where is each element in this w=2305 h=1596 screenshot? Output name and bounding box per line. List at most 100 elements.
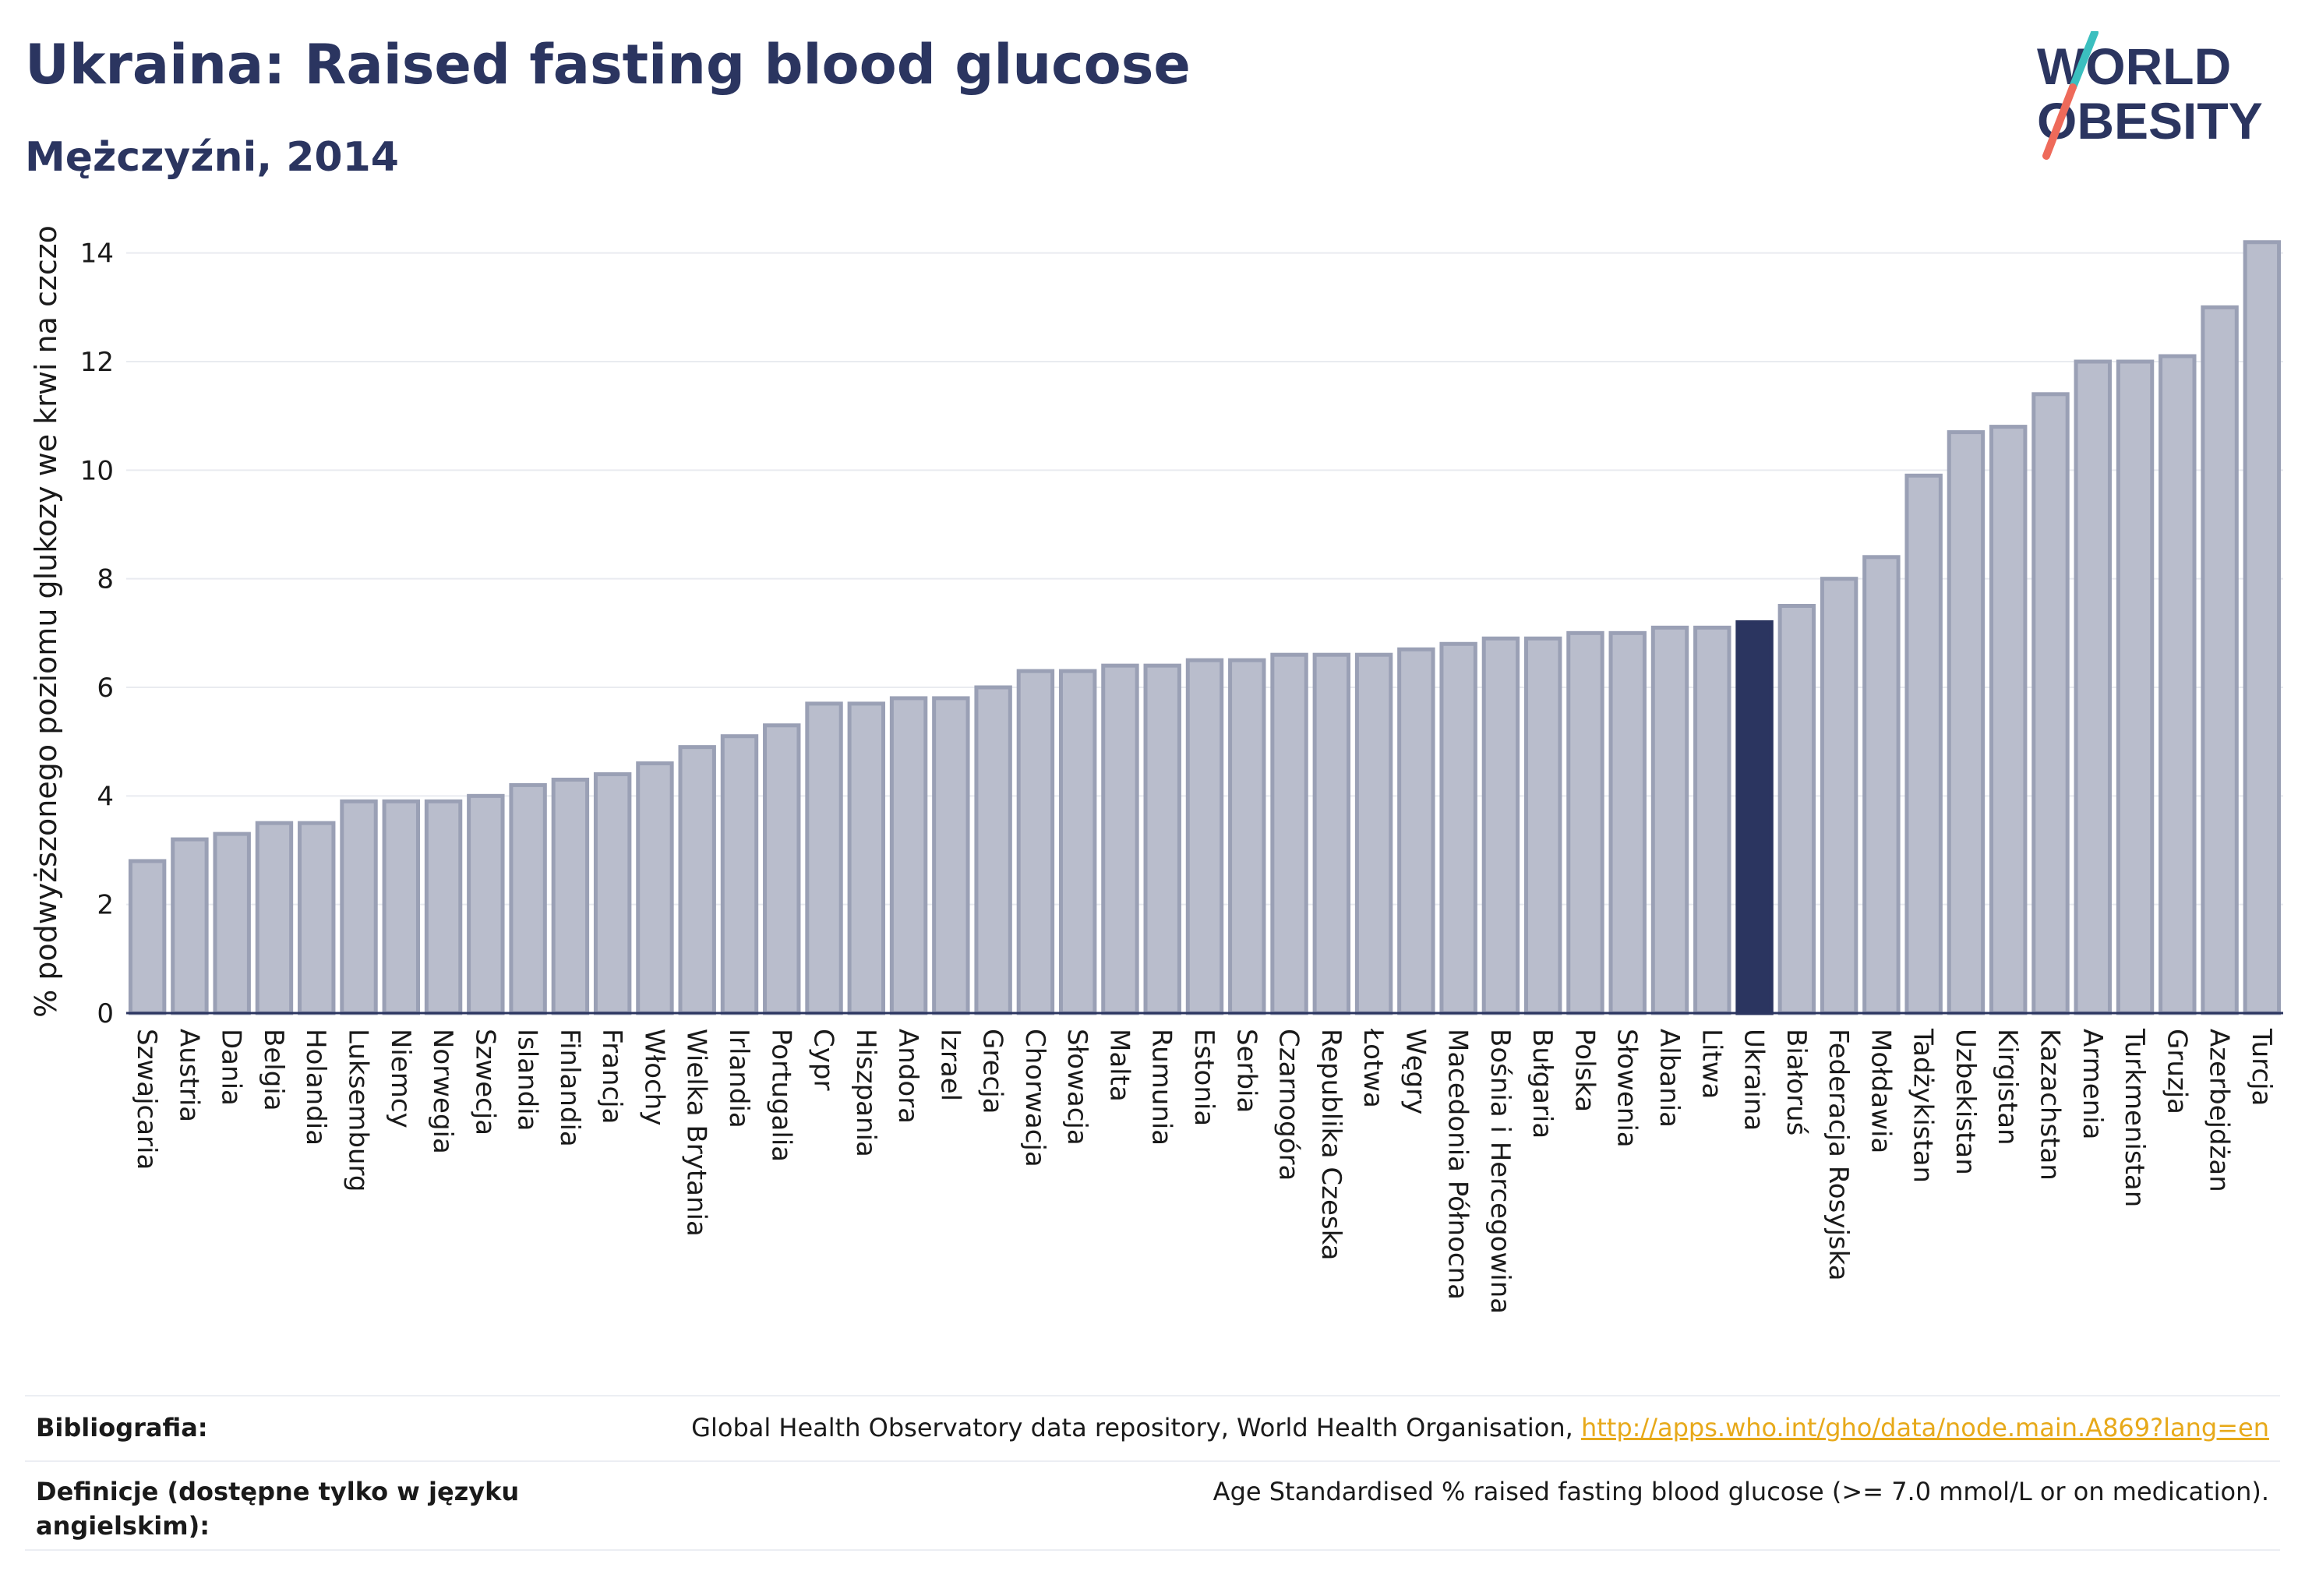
bar [1228,658,1266,1015]
definitions-value: Age Standardised % raised fasting blood … [1213,1477,2269,1506]
bar [509,782,547,1015]
x-tick-label: Tadżykistan [1908,1028,1939,1183]
x-tick-label: Federacja Rosyjska [1823,1029,1854,1281]
y-tick-label: 2 [97,890,114,921]
bar [1143,663,1181,1015]
bar [1185,658,1224,1015]
x-tick-label: Kazachstan [2034,1029,2065,1181]
bar [2159,354,2197,1015]
x-tick-label: Grecja [977,1029,1008,1114]
x-tick-label: Łotwa [1357,1028,1389,1108]
bar [2074,359,2112,1015]
x-tick-label: Francja [596,1029,627,1124]
bibliography-link[interactable]: http://apps.who.int/gho/data/node.main.A… [1580,1413,2269,1442]
x-tick-label: Azerbejdżan [2204,1029,2235,1192]
bibliography-text: Global Health Observatory data repositor… [691,1413,1581,1442]
bar [1354,652,1393,1015]
x-tick-label: Mołdawia [1865,1029,1896,1153]
logo-line2: OBESITY [2037,92,2263,150]
bar [2243,240,2282,1015]
bar [636,761,674,1015]
x-tick-label: Macedonia Północna [1442,1029,1474,1300]
x-tick-label: Belgia [258,1029,289,1111]
x-axis-ticks: Szwajcaria Austria Dania Belgia Holandia Luks… [131,1028,2277,1314]
bibliography-value: Global Health Observatory data repositor… [691,1411,2269,1445]
x-tick-label: Turcja [2246,1028,2277,1106]
chart-bars [128,240,2282,1015]
x-tick-label: Malta [1103,1029,1135,1102]
bar [1270,652,1308,1015]
x-tick-label: Portugalia [765,1029,796,1162]
y-tick-label: 4 [97,781,114,812]
y-tick-label: 8 [97,564,114,595]
x-tick-label: Uzbekistan [1950,1029,1981,1175]
bar [1523,636,1562,1015]
bar [1777,604,1816,1015]
bar [1566,630,1604,1015]
y-tick-label: 10 [80,455,114,486]
bar [1947,430,1986,1015]
footer-bibliography-row: Bibliografia: Global Health Observatory … [25,1395,2280,1460]
x-tick-label: Chorwacja [1019,1029,1050,1167]
x-tick-label: Irlandia [723,1029,754,1128]
bar [255,821,294,1015]
bar [1862,555,1901,1015]
logo-slash-teal [2069,31,2099,91]
x-tick-label: Islandia [512,1029,543,1131]
bar [763,723,801,1015]
bar [1439,641,1477,1015]
bar [424,799,463,1015]
x-tick-label: Czarnogóra [1273,1029,1304,1181]
bar [467,793,505,1015]
bar [128,859,167,1015]
x-tick-label: Austria [173,1029,204,1122]
x-tick-label: Dania [216,1029,247,1106]
x-tick-label: Węgry [1400,1029,1431,1114]
bar [974,685,1012,1015]
bibliography-label: Bibliografia: [36,1413,208,1442]
x-tick-label: Holandia [300,1029,331,1146]
x-tick-label: Włochy [638,1029,669,1125]
bar [2201,305,2239,1015]
x-tick-label: Albania [1654,1029,1685,1128]
x-tick-label: Rumunia [1146,1029,1177,1146]
bar [1016,669,1055,1015]
bar [932,696,970,1015]
page-title: Ukraina: Raised fasting blood glucose [25,33,1191,97]
x-tick-label: Republika Czeska [1315,1029,1347,1261]
x-tick-label: Estonia [1188,1029,1220,1126]
x-tick-label: Izrael [934,1029,965,1101]
bar [2116,359,2155,1015]
x-tick-label: Cypr [808,1029,839,1090]
x-tick-label: Szwecja [469,1029,500,1135]
bar [213,832,251,1015]
x-tick-label: Wielka Brytania [681,1029,712,1237]
logo-slash-coral [2042,83,2077,160]
bar [593,772,632,1015]
bar [1904,473,1943,1015]
logo-line1: WORLD [2037,37,2231,95]
x-tick-label: Gruzja [2161,1029,2192,1114]
bar [1608,630,1647,1015]
footer-definitions-row: Definicje (dostępne tylko w języku angie… [25,1460,2280,1549]
bar [1058,669,1097,1015]
x-tick-label: Andora [892,1029,923,1124]
x-tick-label: Słowacja [1061,1029,1092,1146]
footer-bottom-rule [25,1549,2280,1552]
x-tick-label: Turkmenistan [2119,1028,2150,1207]
x-tick-label: Polska [1569,1029,1600,1112]
bar [298,821,336,1015]
y-tick-label: 12 [80,347,114,378]
bar [551,777,590,1015]
x-tick-label: Norwegia [427,1029,458,1154]
y-tick-label: 14 [80,238,114,270]
bar [1820,577,1858,1015]
x-tick-label: Bułgaria [1527,1029,1558,1139]
bar-highlight [1735,620,1774,1015]
bar [678,745,716,1015]
page-subtitle: Mężczyźni, 2014 [25,134,399,181]
x-tick-label: Ukraina [1738,1029,1770,1131]
bar [2031,392,2070,1015]
y-axis-label: % podwyższonego poziomu glukozy we krwi … [29,225,63,1018]
x-tick-label: Hiszpania [850,1029,881,1157]
